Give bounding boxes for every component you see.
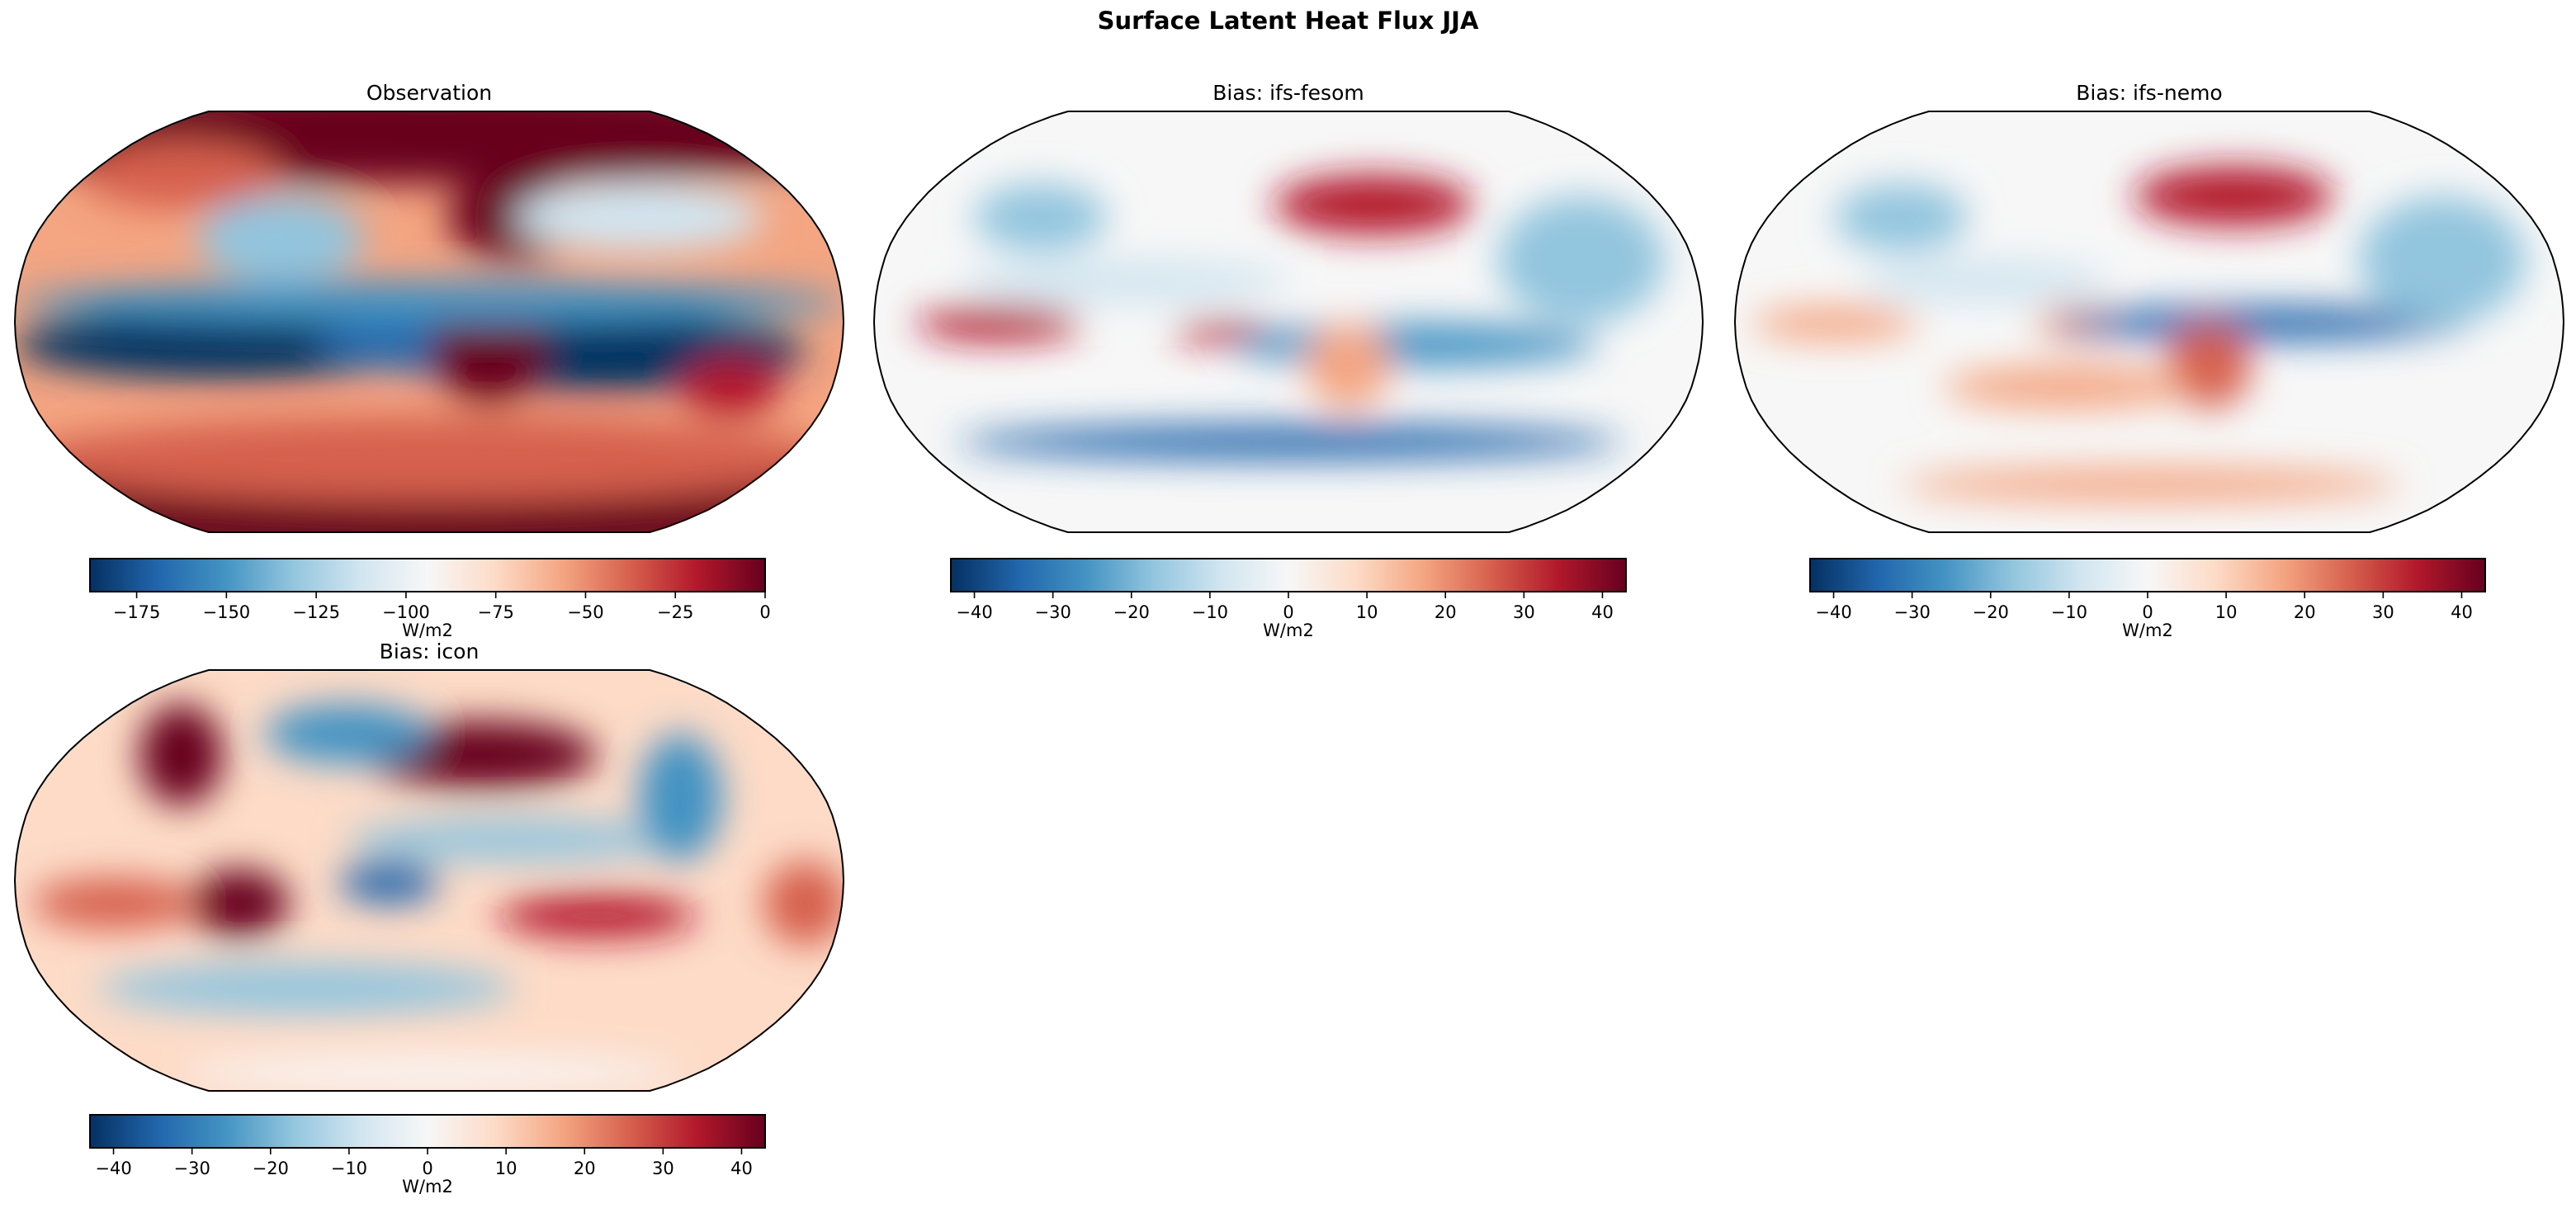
map-ifs-nemo — [1733, 111, 2565, 533]
colorbar-tick-label: 40 — [730, 1159, 753, 1178]
colorbar-tick-label: −10 — [331, 1159, 367, 1178]
colorbar-tick-label: −40 — [956, 602, 992, 622]
colorbar-gradient — [89, 558, 766, 592]
colorbar-icon: −40 −30 −20 −10 0 10 20 30 40 — [89, 1114, 766, 1178]
map-boundary — [13, 669, 845, 1092]
panel-title: Bias: icon — [379, 640, 480, 663]
field-region — [957, 425, 1624, 460]
colorbar-tick-label: 10 — [1356, 602, 1378, 622]
colorbar-tick-label: −150 — [202, 602, 250, 622]
field-region — [31, 877, 198, 929]
colorbar-tick-label: −75 — [478, 602, 514, 622]
map-boundary — [13, 111, 845, 533]
colorbar-tick-label: 0 — [422, 1159, 432, 1178]
map-observation — [13, 111, 845, 533]
colorbar-observation: −175 −150 −125 −100 −75 −50 −25 0 — [89, 558, 771, 622]
field-region — [1231, 323, 1598, 366]
colorbar-tick-label: −30 — [1034, 602, 1071, 622]
colorbar-tick-label: −30 — [173, 1159, 210, 1178]
colorbar-ifs-nemo: −40 −30 −20 −10 0 10 20 30 40 — [1809, 558, 2486, 622]
colorbar-tick-label: 0 — [1283, 602, 1293, 622]
colorbar-ifs-fesom: −40 −30 −20 −10 0 10 20 30 40 — [950, 558, 1627, 622]
field-region — [189, 869, 290, 937]
field-region — [513, 183, 764, 252]
field-region — [915, 306, 1082, 341]
colorbar-tick-label: −20 — [253, 1159, 289, 1178]
colorbar-tick-label: 20 — [574, 1159, 596, 1178]
field-region — [1901, 467, 2401, 502]
field-region — [639, 734, 722, 861]
colorbar-tick-label: 0 — [759, 602, 770, 622]
data-field — [15, 670, 844, 1091]
colorbar-gradient — [1809, 558, 2486, 592]
colorbar-gradient — [950, 558, 1627, 592]
field-region — [197, 196, 365, 281]
colorbar-tick-label: 0 — [2142, 602, 2153, 622]
field-region — [957, 259, 1290, 303]
field-region — [1273, 175, 1473, 235]
colorbar-tick-label: −10 — [2051, 602, 2087, 622]
colorbar-tick-label: −20 — [1973, 602, 2009, 622]
data-field — [1735, 111, 2564, 532]
field-region — [1834, 183, 1969, 252]
field-region — [339, 861, 440, 904]
field-region — [497, 894, 697, 937]
field-region — [264, 704, 431, 764]
colorbar-tick-label: −125 — [292, 602, 340, 622]
figure-title: Surface Latent Heat Flux JJA — [1097, 7, 1479, 35]
colorbar-tick-label: −20 — [1113, 602, 1150, 622]
colorbar-label: W/m2 — [2122, 621, 2173, 640]
map-boundary — [1733, 111, 2565, 533]
colorbar-tick-label: 20 — [2294, 602, 2316, 622]
field-region — [15, 417, 844, 502]
field-region — [15, 310, 431, 379]
field-region — [181, 1055, 681, 1090]
field-region — [763, 861, 844, 946]
field-region — [1307, 323, 1390, 408]
colorbar-tick-label: 40 — [2451, 602, 2473, 622]
colorbar-tick-label: −40 — [95, 1159, 131, 1178]
map-boundary — [872, 111, 1704, 533]
colorbar-tick-label: 10 — [2215, 602, 2238, 622]
field-region — [1860, 259, 2110, 303]
field-region — [1943, 366, 2193, 408]
panel-title: Observation — [366, 81, 493, 105]
field-region — [97, 962, 514, 1014]
colorbar-tick-label: −30 — [1893, 602, 1930, 622]
field-region — [973, 183, 1108, 252]
colorbar-tick-label: 30 — [1513, 602, 1535, 622]
field-region — [680, 357, 781, 418]
data-field — [874, 111, 1703, 532]
colorbar-tick-label: −175 — [113, 602, 161, 622]
colorbar-tick-label: 30 — [652, 1159, 674, 1178]
colorbar-tick-label: −50 — [567, 602, 603, 622]
colorbar-label: W/m2 — [402, 621, 453, 640]
field-region — [1751, 306, 1918, 341]
map-icon — [13, 669, 845, 1092]
colorbar-tick-label: −25 — [657, 602, 693, 622]
colorbar-gradient — [89, 1114, 766, 1149]
field-region — [15, 281, 844, 324]
colorbar-tick-label: 40 — [1591, 602, 1614, 622]
field-region — [2134, 166, 2334, 226]
field-region — [1498, 196, 1665, 323]
field-region — [347, 818, 681, 861]
field-region — [81, 140, 281, 210]
map-ifs-fesom — [872, 111, 1704, 533]
colorbar-tick-label: 10 — [495, 1159, 518, 1178]
data-field — [15, 111, 844, 532]
colorbar-tick-label: −100 — [382, 602, 430, 622]
colorbar-label: W/m2 — [1263, 621, 1314, 640]
colorbar-tick-label: −10 — [1192, 602, 1228, 622]
colorbar-label: W/m2 — [402, 1177, 453, 1196]
panel-title: Bias: ifs-fesom — [1212, 81, 1364, 105]
colorbar-tick-label: 30 — [2372, 602, 2394, 622]
panel-title: Bias: ifs-nemo — [2076, 81, 2223, 105]
colorbar-tick-label: 20 — [1435, 602, 1457, 622]
colorbar-tick-label: −40 — [1815, 602, 1851, 622]
field-region — [2051, 306, 2468, 341]
field-region — [139, 704, 223, 806]
field-region — [2359, 196, 2526, 323]
